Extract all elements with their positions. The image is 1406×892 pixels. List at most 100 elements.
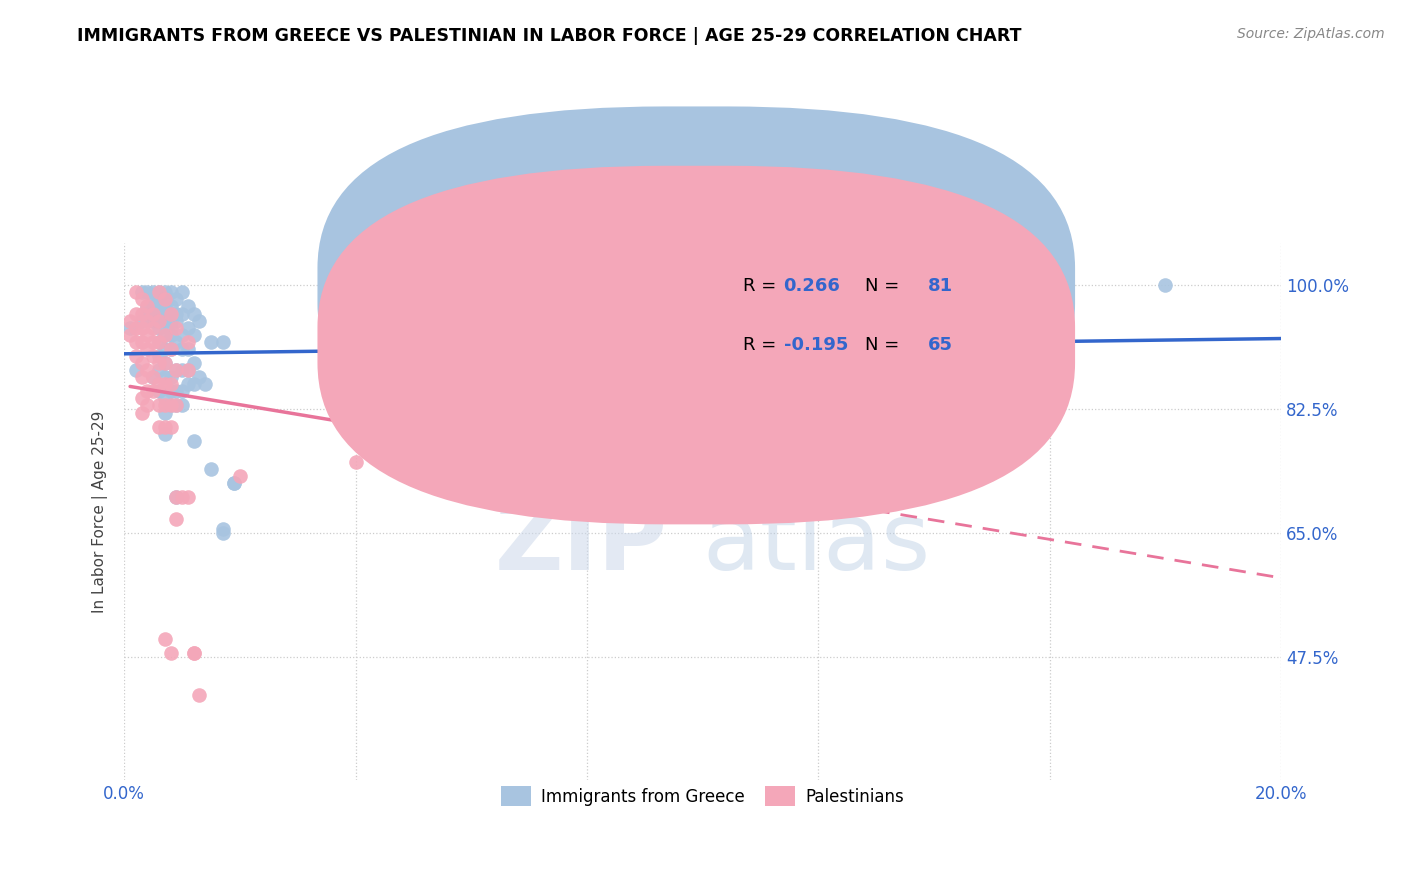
Point (148, 300, 170, 314)
Point (165, 384, 187, 399)
Point (136, 327, 159, 342)
Point (159, 419, 181, 434)
Point (153, 300, 176, 314)
Point (183, 307, 205, 321)
Point (153, 370, 176, 384)
Point (211, 525, 233, 540)
Point (148, 293, 170, 307)
Point (148, 320, 170, 334)
Point (153, 285, 176, 300)
Point (159, 399, 181, 413)
Point (142, 313, 165, 327)
Point (142, 370, 165, 384)
Point (211, 522, 233, 536)
Point (125, 334, 148, 349)
Point (165, 334, 187, 349)
Point (159, 377, 181, 392)
Point (159, 307, 181, 321)
Point (165, 491, 187, 505)
Point (200, 462, 222, 476)
Point (165, 313, 187, 327)
Point (131, 370, 153, 384)
Point (159, 384, 181, 399)
Point (125, 349, 148, 363)
Point (172, 327, 194, 342)
Point (344, 455, 367, 469)
Point (131, 293, 153, 307)
Point (177, 300, 200, 314)
Text: 0.266: 0.266 (783, 277, 841, 294)
Point (172, 342, 194, 356)
Point (489, 469, 512, 483)
Point (153, 293, 176, 307)
Point (131, 285, 153, 300)
Point (200, 334, 222, 349)
Point (177, 334, 200, 349)
Point (159, 320, 181, 334)
Point (153, 342, 176, 356)
Point (177, 363, 200, 377)
Point (142, 349, 165, 363)
Point (142, 293, 165, 307)
Point (136, 300, 159, 314)
Point (183, 646, 205, 660)
Point (148, 334, 170, 349)
Point (159, 370, 181, 384)
Point (183, 434, 205, 448)
FancyBboxPatch shape (651, 251, 1032, 380)
Point (142, 285, 165, 300)
Point (142, 334, 165, 349)
Point (142, 300, 165, 314)
Point (188, 689, 211, 703)
Point (136, 307, 159, 321)
Point (142, 384, 165, 399)
Point (148, 313, 170, 327)
Point (148, 334, 170, 349)
Point (153, 377, 176, 392)
Point (159, 342, 181, 356)
Point (159, 399, 181, 413)
Point (142, 307, 165, 321)
Point (188, 313, 211, 327)
Point (136, 399, 159, 413)
Text: Source: ZipAtlas.com: Source: ZipAtlas.com (1237, 27, 1385, 41)
Point (1154, 278, 1177, 293)
Point (159, 300, 181, 314)
Point (177, 491, 200, 505)
Point (165, 491, 187, 505)
FancyBboxPatch shape (318, 106, 1076, 465)
Point (183, 327, 205, 342)
Point (148, 313, 170, 327)
Point (159, 327, 181, 342)
Point (120, 320, 142, 334)
Point (153, 307, 176, 321)
Text: R =: R = (744, 336, 782, 354)
Point (148, 363, 170, 377)
Point (142, 320, 165, 334)
Point (165, 399, 187, 413)
Point (148, 285, 170, 300)
Text: -0.195: -0.195 (783, 336, 848, 354)
Point (148, 384, 170, 399)
Point (131, 406, 153, 420)
Point (211, 334, 233, 349)
Point (172, 491, 194, 505)
Text: R =: R = (744, 277, 782, 294)
Point (172, 363, 194, 377)
Point (120, 313, 142, 327)
Point (183, 646, 205, 660)
Point (148, 285, 170, 300)
Point (153, 313, 176, 327)
Y-axis label: In Labor Force | Age 25-29: In Labor Force | Age 25-29 (93, 410, 108, 613)
Point (165, 293, 187, 307)
Point (159, 307, 181, 321)
Point (224, 476, 246, 491)
Point (153, 426, 176, 441)
Point (177, 377, 200, 392)
Point (159, 342, 181, 356)
Point (142, 307, 165, 321)
Point (165, 511, 187, 525)
Point (807, 363, 830, 377)
Point (188, 370, 211, 384)
Point (125, 363, 148, 377)
